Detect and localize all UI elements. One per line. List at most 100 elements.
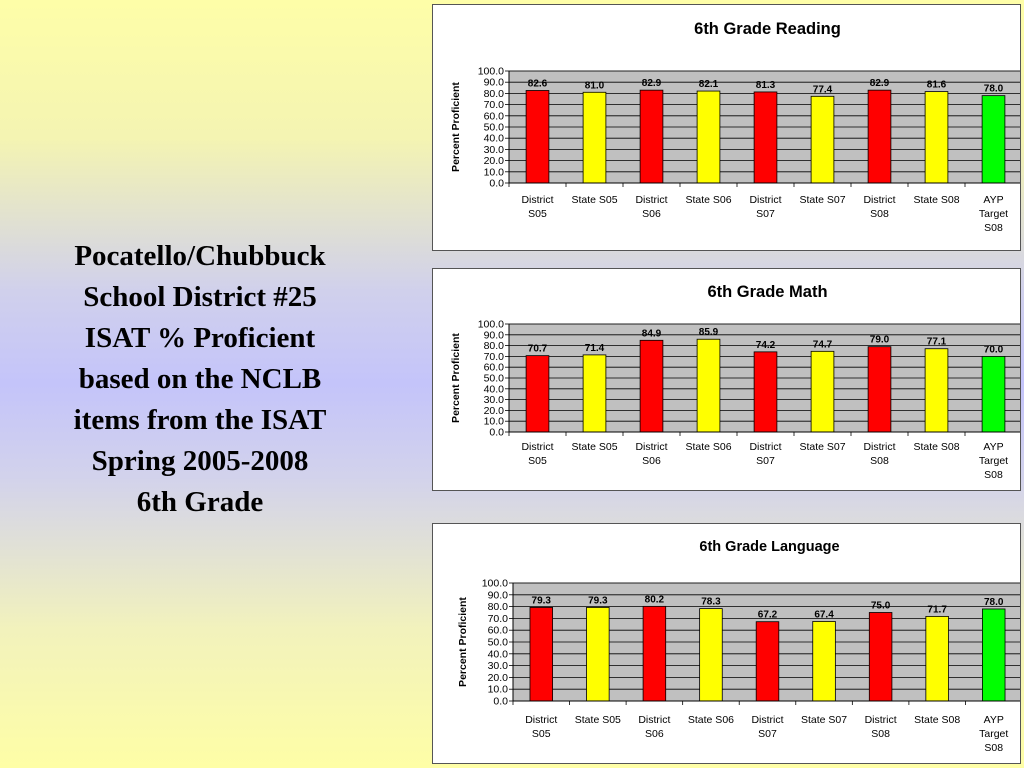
math-y-tick-label: 90.0	[484, 329, 505, 341]
chart-panel-math: 6th Grade Math 100.0 90.0 80.0 70.0 60.0 50.0 4…	[432, 268, 1021, 491]
language-category-label: State S07	[801, 714, 847, 726]
language-data-label: 80.2	[645, 594, 665, 605]
math-category-label: State S05	[571, 441, 617, 453]
math-y-tick-label: 40.0	[484, 383, 505, 395]
chart-panel-reading: 6th Grade Reading 100.0 90.0 80.0 70.0 60.0 50…	[432, 4, 1021, 251]
reading-bar	[696, 90, 721, 184]
reading-bar	[639, 89, 664, 184]
reading-y-tick-label: 50.0	[484, 122, 505, 134]
language-y-tick-label: 40.0	[488, 648, 509, 660]
reading-y-tick-label: 0.0	[489, 178, 504, 190]
reading-bar	[924, 91, 949, 184]
language-category-label: District S06	[638, 714, 670, 740]
math-category-label: AYP Target S08	[979, 441, 1008, 481]
reading-y-tick-label: 70.0	[484, 99, 505, 111]
math-bar	[924, 348, 949, 433]
reading-y-tick-label: 40.0	[484, 133, 505, 145]
reading-category-label: District S08	[863, 194, 895, 220]
reading-category-label: State S06	[685, 194, 731, 206]
math-bar	[867, 346, 892, 433]
math-y-tick-label: 80.0	[484, 340, 505, 352]
reading-data-label: 82.6	[528, 78, 548, 89]
language-data-label: 75.0	[871, 601, 891, 612]
reading-data-label: 81.6	[927, 80, 947, 91]
math-bar	[639, 339, 664, 433]
reading-chart-svg: 6th Grade Reading 100.090.080.070.060.050…	[450, 20, 1020, 234]
reading-data-label: 82.9	[870, 78, 890, 89]
slide-title: Pocatello/Chubbuck School District #25 I…	[30, 236, 370, 523]
language-y-tick-label: 60.0	[488, 625, 509, 637]
language-y-tick-label: 80.0	[488, 601, 509, 613]
language-data-label: 79.3	[588, 595, 608, 606]
language-chart-svg: 6th Grade Language 100.090.080.070.060.05…	[457, 539, 1020, 754]
reading-data-label: 77.4	[813, 84, 833, 95]
math-data-label: 85.9	[699, 327, 719, 338]
math-data-label: 70.0	[984, 344, 1004, 355]
reading-bar	[582, 91, 607, 184]
language-bar	[699, 608, 723, 702]
math-category-label: District S07	[749, 441, 781, 467]
reading-category-label: State S05	[571, 194, 617, 206]
math-bar	[810, 350, 835, 433]
math-bar	[696, 338, 721, 433]
reading-category-label: District S05	[521, 194, 553, 220]
math-y-tick-label: 100.0	[478, 319, 504, 331]
language-bar	[642, 605, 667, 702]
slide-title-line: based on the NCLB	[78, 363, 322, 395]
language-category-label: AYP Target S08	[979, 714, 1008, 754]
reading-bar	[753, 91, 778, 184]
reading-data-label: 81.0	[585, 80, 605, 91]
language-bar	[982, 608, 1006, 702]
language-bar	[586, 607, 610, 702]
reading-category-label: District S07	[749, 194, 781, 220]
reading-category-label: District S06	[635, 194, 667, 220]
math-y-tick-label: 20.0	[484, 405, 505, 417]
reading-y-tick-label: 80.0	[484, 88, 505, 100]
math-data-label: 70.7	[528, 344, 548, 355]
language-data-label: 78.0	[984, 597, 1004, 608]
math-y-tick-label: 50.0	[484, 373, 505, 385]
reading-bar	[867, 89, 892, 184]
math-y-tick-label: 60.0	[484, 362, 505, 374]
math-y-tick-label: 70.0	[484, 351, 505, 363]
language-chart-title: 6th Grade Language	[699, 539, 839, 555]
language-y-axis-label: Percent Proficient	[457, 597, 469, 687]
slide-title-line: School District #25	[83, 281, 317, 313]
reading-data-label: 81.3	[756, 80, 776, 91]
language-data-label: 71.7	[927, 604, 947, 615]
math-data-label: 71.4	[585, 343, 605, 354]
reading-data-label: 78.0	[984, 84, 1004, 95]
math-category-label: District S06	[635, 441, 667, 467]
language-y-tick-label: 20.0	[488, 672, 509, 684]
reading-y-tick-label: 30.0	[484, 144, 505, 156]
language-category-label: State S06	[688, 714, 734, 726]
language-bar	[755, 621, 780, 702]
math-chart-svg: 6th Grade Math100.090.080.070.060.050.04…	[450, 283, 1020, 481]
math-y-axis-label: Percent Proficient	[450, 333, 462, 423]
language-bar	[529, 607, 553, 702]
reading-bar	[810, 95, 835, 184]
math-data-label: 84.9	[642, 328, 662, 339]
math-chart-title: 6th Grade Math	[707, 283, 827, 301]
slide-title-line: Spring 2005-2008	[91, 445, 309, 477]
language-category-label: State S08	[914, 714, 960, 726]
math-data-label: 79.0	[870, 335, 890, 346]
reading-category-label: AYP Target S08	[979, 194, 1008, 234]
reading-category-label: State S07	[799, 194, 845, 206]
language-category-label: State S05	[575, 714, 621, 726]
math-data-label: 74.2	[756, 340, 776, 351]
language-bar	[812, 621, 836, 702]
reading-y-tick-label: 100.0	[478, 66, 504, 78]
math-category-label: State S08	[913, 441, 959, 453]
math-y-tick-label: 0.0	[489, 427, 504, 439]
reading-category-label: State S08	[913, 194, 959, 206]
reading-data-label: 82.1	[699, 79, 719, 90]
language-y-tick-label: 50.0	[488, 637, 509, 649]
reading-chart-title: 6th Grade Reading	[694, 20, 841, 38]
language-y-tick-label: 90.0	[488, 589, 509, 601]
language-data-label: 79.3	[532, 595, 552, 606]
reading-y-tick-label: 90.0	[484, 77, 505, 89]
reading-y-axis-label: Percent Proficient	[450, 82, 462, 172]
language-bar	[868, 612, 893, 702]
language-category-label: District S08	[865, 714, 897, 740]
